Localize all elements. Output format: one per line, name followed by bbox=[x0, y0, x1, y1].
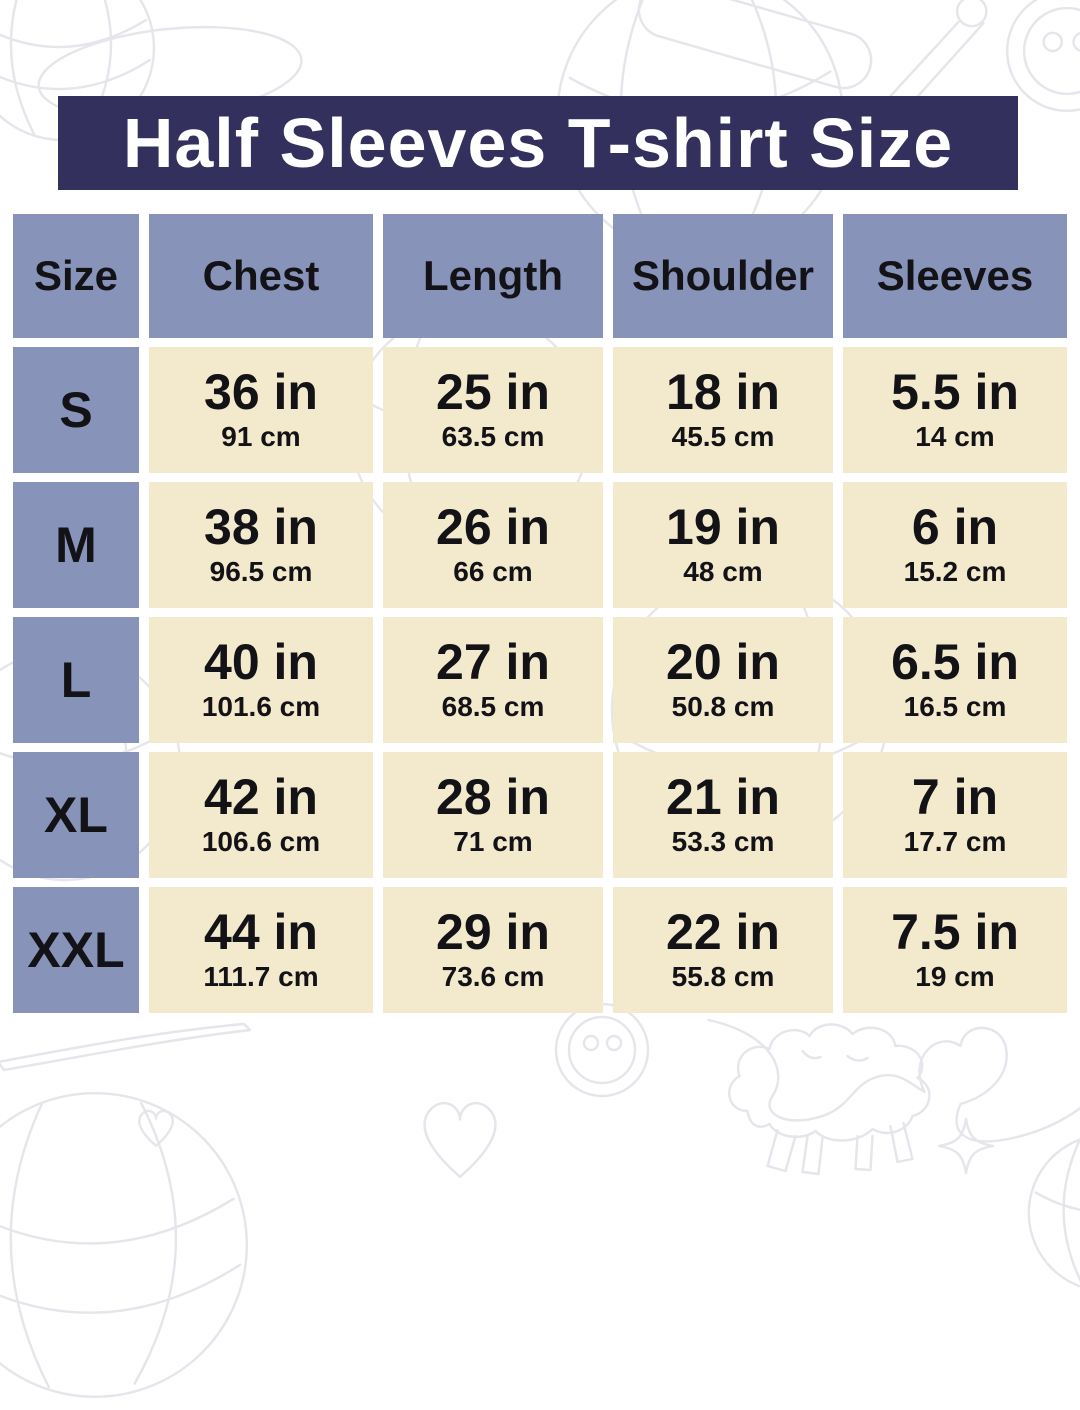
value-cm: 48 cm bbox=[683, 555, 762, 589]
cell-l-length: 27 in 68.5 cm bbox=[383, 617, 603, 743]
row-header-xl: XL bbox=[13, 752, 139, 878]
value-inches: 29 in bbox=[436, 906, 550, 959]
cell-s-chest: 36 in 91 cm bbox=[149, 347, 373, 473]
row-header-s: S bbox=[13, 347, 139, 473]
value-inches: 7 in bbox=[912, 771, 998, 824]
column-header-chest: Chest bbox=[149, 214, 373, 338]
cell-l-sleeves: 6.5 in 16.5 cm bbox=[843, 617, 1067, 743]
value-cm: 14 cm bbox=[915, 420, 994, 454]
value-inches: 19 in bbox=[666, 501, 780, 554]
value-cm: 71 cm bbox=[453, 825, 532, 859]
value-inches: 6 in bbox=[912, 501, 998, 554]
cell-xl-sleeves: 7 in 17.7 cm bbox=[843, 752, 1067, 878]
value-inches: 22 in bbox=[666, 906, 780, 959]
heart-icon bbox=[405, 1080, 515, 1190]
value-inches: 7.5 in bbox=[891, 906, 1019, 959]
value-cm: 96.5 cm bbox=[210, 555, 313, 589]
value-cm: 16.5 cm bbox=[904, 690, 1007, 724]
value-cm: 101.6 cm bbox=[202, 690, 320, 724]
value-inches: 20 in bbox=[666, 636, 780, 689]
value-inches: 5.5 in bbox=[891, 366, 1019, 419]
value-inches: 28 in bbox=[436, 771, 550, 824]
cell-xl-shoulder: 21 in 53.3 cm bbox=[613, 752, 833, 878]
button-icon bbox=[552, 1000, 652, 1100]
value-cm: 17.7 cm bbox=[904, 825, 1007, 859]
cell-m-sleeves: 6 in 15.2 cm bbox=[843, 482, 1067, 608]
value-cm: 73.6 cm bbox=[442, 960, 545, 994]
value-cm: 91 cm bbox=[221, 420, 300, 454]
value-inches: 44 in bbox=[204, 906, 318, 959]
cell-s-shoulder: 18 in 45.5 cm bbox=[613, 347, 833, 473]
cell-l-shoulder: 20 in 50.8 cm bbox=[613, 617, 833, 743]
value-cm: 53.3 cm bbox=[672, 825, 775, 859]
value-inches: 18 in bbox=[666, 366, 780, 419]
value-inches: 6.5 in bbox=[891, 636, 1019, 689]
column-header-shoulder: Shoulder bbox=[613, 214, 833, 338]
column-header-length: Length bbox=[383, 214, 603, 338]
value-cm: 66 cm bbox=[453, 555, 532, 589]
cell-m-shoulder: 19 in 48 cm bbox=[613, 482, 833, 608]
value-cm: 45.5 cm bbox=[672, 420, 775, 454]
value-inches: 26 in bbox=[436, 501, 550, 554]
cell-s-length: 25 in 63.5 cm bbox=[383, 347, 603, 473]
cell-xl-chest: 42 in 106.6 cm bbox=[149, 752, 373, 878]
cell-xxl-shoulder: 22 in 55.8 cm bbox=[613, 887, 833, 1013]
page-title: Half Sleeves T-shirt Size bbox=[123, 103, 953, 183]
value-inches: 21 in bbox=[666, 771, 780, 824]
value-inches: 38 in bbox=[204, 501, 318, 554]
value-cm: 63.5 cm bbox=[442, 420, 545, 454]
cell-m-length: 26 in 66 cm bbox=[383, 482, 603, 608]
value-inches: 40 in bbox=[204, 636, 318, 689]
column-header-sleeves: Sleeves bbox=[843, 214, 1067, 338]
yarn-ball-icon bbox=[1022, 1128, 1080, 1298]
sparkle-icon bbox=[936, 1116, 996, 1176]
cell-xxl-length: 29 in 73.6 cm bbox=[383, 887, 603, 1013]
value-inches: 36 in bbox=[204, 366, 318, 419]
value-cm: 19 cm bbox=[915, 960, 994, 994]
value-inches: 25 in bbox=[436, 366, 550, 419]
value-cm: 55.8 cm bbox=[672, 960, 775, 994]
cell-s-sleeves: 5.5 in 14 cm bbox=[843, 347, 1067, 473]
sheep-icon bbox=[705, 1016, 950, 1186]
row-header-l: L bbox=[13, 617, 139, 743]
needle-icon bbox=[0, 1016, 264, 1076]
cell-m-chest: 38 in 96.5 cm bbox=[149, 482, 373, 608]
value-cm: 106.6 cm bbox=[202, 825, 320, 859]
value-cm: 15.2 cm bbox=[904, 555, 1007, 589]
cell-xxl-chest: 44 in 111.7 cm bbox=[149, 887, 373, 1013]
column-header-size: Size bbox=[13, 214, 139, 338]
row-header-xxl: XXL bbox=[13, 887, 139, 1013]
value-inches: 42 in bbox=[204, 771, 318, 824]
value-cm: 111.7 cm bbox=[203, 960, 318, 994]
value-inches: 27 in bbox=[436, 636, 550, 689]
value-cm: 68.5 cm bbox=[442, 690, 545, 724]
row-header-m: M bbox=[13, 482, 139, 608]
value-cm: 50.8 cm bbox=[672, 690, 775, 724]
cell-xxl-sleeves: 7.5 in 19 cm bbox=[843, 887, 1067, 1013]
size-chart-table: Size Chest Length Shoulder Sleeves S 36 … bbox=[13, 214, 1067, 1013]
cell-xl-length: 28 in 71 cm bbox=[383, 752, 603, 878]
heart-icon bbox=[130, 1100, 182, 1152]
title-bar: Half Sleeves T-shirt Size bbox=[58, 96, 1018, 190]
cell-l-chest: 40 in 101.6 cm bbox=[149, 617, 373, 743]
